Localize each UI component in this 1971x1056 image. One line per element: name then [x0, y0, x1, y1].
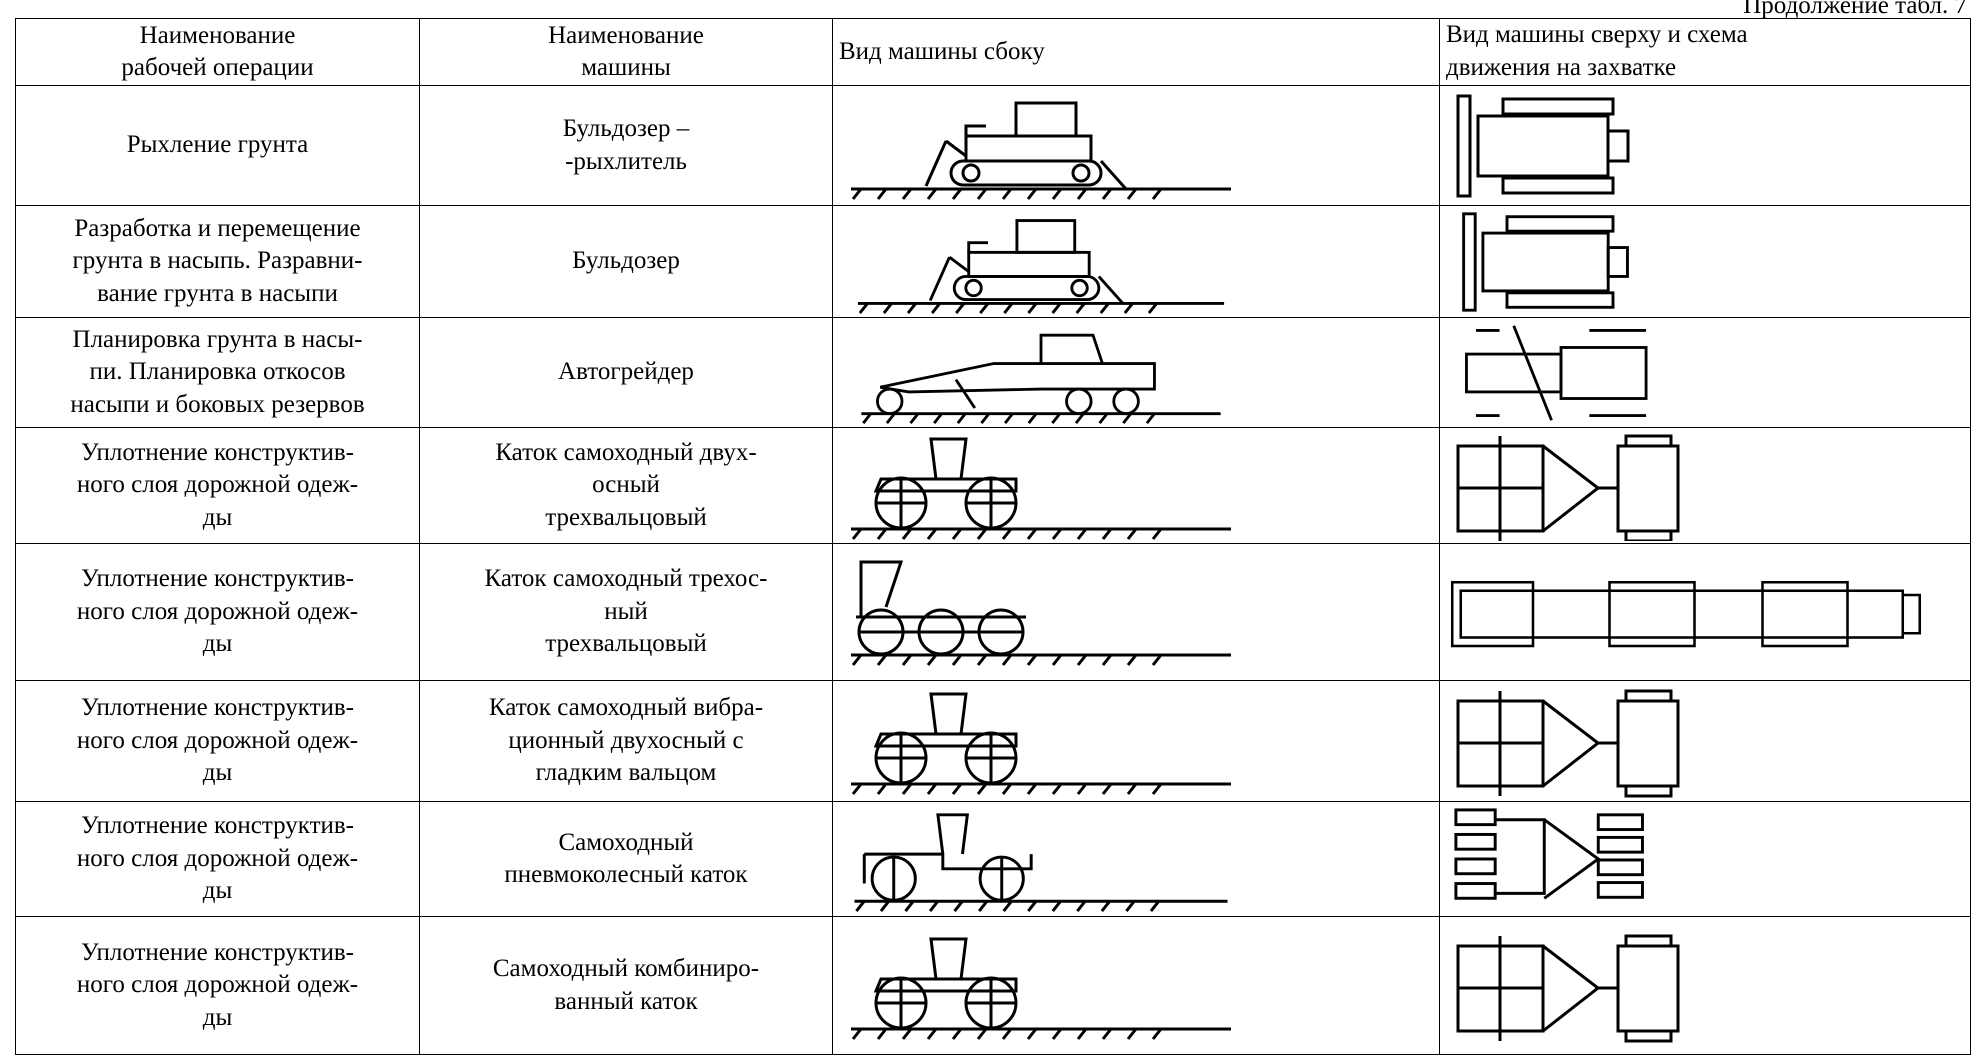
side-sketch — [841, 91, 1241, 201]
side-view — [832, 317, 1440, 428]
column-header: Вид машины сбоку — [832, 18, 1440, 86]
side-view — [832, 543, 1440, 681]
row: Уплотнение конструктив- ного слоя дорожн… — [15, 543, 1971, 681]
operation: Уплотнение конструктив- ного слоя дорожн… — [15, 543, 420, 681]
row: Уплотнение конструктив- ного слоя дорожн… — [15, 680, 1971, 802]
operation: Рыхление грунта — [15, 85, 420, 206]
machine: Бульдозер — [419, 205, 833, 318]
machine: Бульдозер – -рыхлитель — [419, 85, 833, 206]
side-sketch — [841, 209, 1241, 315]
machine-table: Наименование рабочей операции Наименован… — [15, 18, 1971, 1055]
top-sketch — [1448, 562, 1958, 662]
side-sketch — [841, 805, 1241, 913]
top-sketch — [1448, 926, 1778, 1046]
row: Рыхление грунта Бульдозер – -рыхлитель — [15, 85, 1971, 206]
machine: Самоходный пневмоколесный каток — [419, 801, 833, 917]
machine: Самоходный комбиниро- ванный каток — [419, 916, 833, 1055]
column-header: Наименование машины — [419, 18, 833, 86]
side-view — [832, 916, 1440, 1055]
row: Уплотнение конструктив- ного слоя дорожн… — [15, 427, 1971, 544]
operation: Уплотнение конструктив- ного слоя дорожн… — [15, 680, 420, 802]
column-header: Наименование рабочей операции — [15, 18, 420, 86]
operation: Планировка грунта в насы- пи. Планировка… — [15, 317, 420, 428]
top-view — [1439, 85, 1971, 206]
side-view — [832, 205, 1440, 318]
machine: Каток самоходный вибра- ционный двухосны… — [419, 680, 833, 802]
side-sketch — [841, 923, 1241, 1049]
side-view — [832, 85, 1440, 206]
column-header: Вид машины сверху и схема движения на за… — [1439, 18, 1971, 86]
top-view — [1439, 680, 1971, 802]
top-sketch — [1448, 431, 1778, 541]
top-view — [1439, 317, 1971, 428]
row: Разработка и перемещение грунта в насыпь… — [15, 205, 1971, 318]
top-sketch — [1448, 91, 1778, 201]
side-view — [832, 801, 1440, 917]
top-sketch — [1448, 321, 1778, 425]
header-row: Наименование рабочей операции Наименован… — [15, 18, 1971, 86]
machine: Каток самоходный трехос- ный трехвальцов… — [419, 543, 833, 681]
side-view — [832, 427, 1440, 544]
side-sketch — [841, 684, 1241, 798]
side-sketch — [841, 321, 1241, 425]
top-view — [1439, 205, 1971, 318]
top-view — [1439, 916, 1971, 1055]
top-sketch — [1448, 805, 1778, 913]
row: Планировка грунта в насы- пи. Планировка… — [15, 317, 1971, 428]
side-sketch — [841, 548, 1241, 676]
row: Уплотнение конструктив- ного слоя дорожн… — [15, 916, 1971, 1055]
caption: Продолжение табл. 7 — [1743, 0, 1967, 19]
top-view — [1439, 543, 1971, 681]
operation: Уплотнение конструктив- ного слоя дорожн… — [15, 427, 420, 544]
operation: Разработка и перемещение грунта в насыпь… — [15, 205, 420, 318]
top-sketch — [1448, 684, 1778, 798]
side-view — [832, 680, 1440, 802]
row: Уплотнение конструктив- ного слоя дорожн… — [15, 801, 1971, 917]
top-view — [1439, 801, 1971, 917]
operation: Уплотнение конструктив- ного слоя дорожн… — [15, 916, 420, 1055]
machine: Каток самоходный двух- осный трехвальцов… — [419, 427, 833, 544]
operation: Уплотнение конструктив- ного слоя дорожн… — [15, 801, 420, 917]
top-sketch — [1448, 209, 1778, 315]
top-view — [1439, 427, 1971, 544]
machine: Автогрейдер — [419, 317, 833, 428]
side-sketch — [841, 431, 1241, 541]
